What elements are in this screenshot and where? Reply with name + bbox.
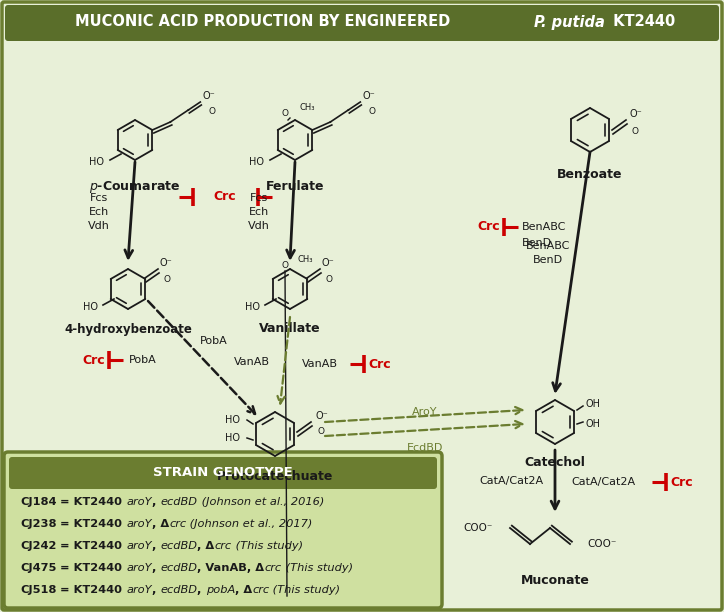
FancyBboxPatch shape — [5, 5, 719, 41]
Text: aroY: aroY — [127, 541, 152, 551]
Text: crc: crc — [214, 541, 232, 551]
Text: EcdBD: EcdBD — [407, 443, 443, 453]
Text: HO: HO — [83, 302, 98, 312]
Text: O: O — [369, 108, 375, 116]
Text: = KT2440: = KT2440 — [56, 563, 127, 573]
Text: aroY: aroY — [127, 497, 152, 507]
Text: Crc: Crc — [214, 190, 236, 204]
Text: (This study): (This study) — [269, 585, 340, 595]
Text: CJ242: CJ242 — [20, 541, 56, 551]
Text: BenABC: BenABC — [522, 222, 566, 232]
Text: O: O — [163, 275, 170, 283]
Text: (This study): (This study) — [282, 563, 353, 573]
Text: Fcs
Ech
Vdh: Fcs Ech Vdh — [88, 193, 110, 231]
Text: O⁻: O⁻ — [630, 109, 643, 119]
Text: PobA: PobA — [129, 355, 157, 365]
Text: CatA/Cat2A: CatA/Cat2A — [572, 477, 636, 487]
Text: , Δ: , Δ — [235, 585, 252, 595]
Text: crc: crc — [252, 585, 269, 595]
Text: pobA: pobA — [206, 585, 235, 595]
FancyBboxPatch shape — [4, 452, 442, 608]
Text: O: O — [209, 108, 215, 116]
Text: BenD: BenD — [522, 238, 552, 248]
Text: O: O — [632, 127, 639, 136]
Text: 4-hydroxybenzoate: 4-hydroxybenzoate — [64, 323, 192, 335]
Text: O⁻: O⁻ — [315, 411, 328, 421]
Text: Ferulate: Ferulate — [266, 181, 324, 193]
Text: P. putida: P. putida — [534, 15, 605, 29]
Text: $\it{p}$-Coumarate: $\it{p}$-Coumarate — [89, 179, 181, 195]
Text: Protocatechuate: Protocatechuate — [216, 469, 333, 482]
Text: AroY: AroY — [412, 407, 438, 417]
Text: O⁻: O⁻ — [362, 91, 375, 101]
Text: O: O — [282, 261, 288, 269]
Text: VanAB: VanAB — [234, 357, 270, 367]
Text: STRAIN GENOTYPE: STRAIN GENOTYPE — [153, 466, 293, 479]
Text: , VanAB, Δ: , VanAB, Δ — [198, 563, 264, 573]
Text: Crc: Crc — [477, 220, 500, 234]
Text: PobA: PobA — [200, 336, 228, 346]
Text: CH₃: CH₃ — [300, 102, 316, 111]
Text: CH₃: CH₃ — [298, 255, 313, 264]
Text: Muconate: Muconate — [521, 573, 589, 586]
Text: O⁻: O⁻ — [160, 258, 173, 268]
Text: O: O — [282, 110, 288, 119]
Text: aroY: aroY — [127, 519, 152, 529]
Text: HO: HO — [245, 302, 259, 312]
Text: , Δ: , Δ — [198, 541, 214, 551]
Text: CatA/Cat2A: CatA/Cat2A — [479, 476, 543, 486]
Text: Crc: Crc — [670, 476, 693, 488]
Text: OH: OH — [585, 399, 600, 409]
Text: O: O — [325, 275, 332, 283]
Text: COO⁻: COO⁻ — [587, 539, 617, 549]
Text: CJ184: CJ184 — [20, 497, 56, 507]
Text: HO: HO — [250, 157, 264, 167]
Text: (This study): (This study) — [232, 541, 303, 551]
Text: ecdBD: ecdBD — [161, 497, 198, 507]
Text: HO: HO — [225, 415, 240, 425]
Text: aroY: aroY — [127, 563, 152, 573]
Text: ecdBD: ecdBD — [161, 585, 198, 595]
Text: = KT2440: = KT2440 — [56, 519, 127, 529]
Text: CJ238: CJ238 — [20, 519, 56, 529]
Text: (Johnson et al., 2017): (Johnson et al., 2017) — [186, 519, 313, 529]
Text: CJ518: CJ518 — [20, 585, 56, 595]
Text: Vanillate: Vanillate — [259, 323, 321, 335]
Text: ,: , — [152, 563, 161, 573]
Text: OH: OH — [585, 419, 600, 429]
Text: crc: crc — [169, 519, 186, 529]
Text: VanAB: VanAB — [302, 359, 338, 369]
Text: MUCONIC ACID PRODUCTION BY ENGINEERED: MUCONIC ACID PRODUCTION BY ENGINEERED — [75, 15, 455, 29]
Text: O⁻: O⁻ — [322, 258, 334, 268]
Text: KT2440: KT2440 — [608, 15, 675, 29]
Text: Catechol: Catechol — [525, 455, 586, 469]
Text: COO⁻: COO⁻ — [463, 523, 493, 533]
Text: ,: , — [152, 497, 161, 507]
Text: Crc: Crc — [368, 357, 391, 370]
Text: ecdBD: ecdBD — [161, 563, 198, 573]
Text: HO: HO — [90, 157, 104, 167]
Text: Crc: Crc — [83, 354, 105, 367]
Text: aroY: aroY — [127, 585, 152, 595]
Text: Benzoate: Benzoate — [557, 168, 623, 181]
Text: ,: , — [198, 585, 206, 595]
Text: O⁻: O⁻ — [202, 91, 215, 101]
Text: , Δ: , Δ — [152, 519, 169, 529]
Text: = KT2440: = KT2440 — [56, 585, 127, 595]
Text: (Johnson et al., 2016): (Johnson et al., 2016) — [198, 497, 324, 507]
Text: crc: crc — [264, 563, 282, 573]
Text: BenABC
BenD: BenABC BenD — [526, 241, 571, 265]
Text: = KT2440: = KT2440 — [56, 497, 127, 507]
Text: ,: , — [152, 585, 161, 595]
FancyBboxPatch shape — [9, 457, 437, 489]
Text: CJ475: CJ475 — [20, 563, 56, 573]
Text: Fcs
Ech
Vdh: Fcs Ech Vdh — [248, 193, 270, 231]
Text: = KT2440: = KT2440 — [56, 541, 127, 551]
Text: ,: , — [152, 541, 161, 551]
Text: ecdBD: ecdBD — [161, 541, 198, 551]
Text: HO: HO — [225, 433, 240, 443]
Text: O: O — [317, 428, 324, 436]
